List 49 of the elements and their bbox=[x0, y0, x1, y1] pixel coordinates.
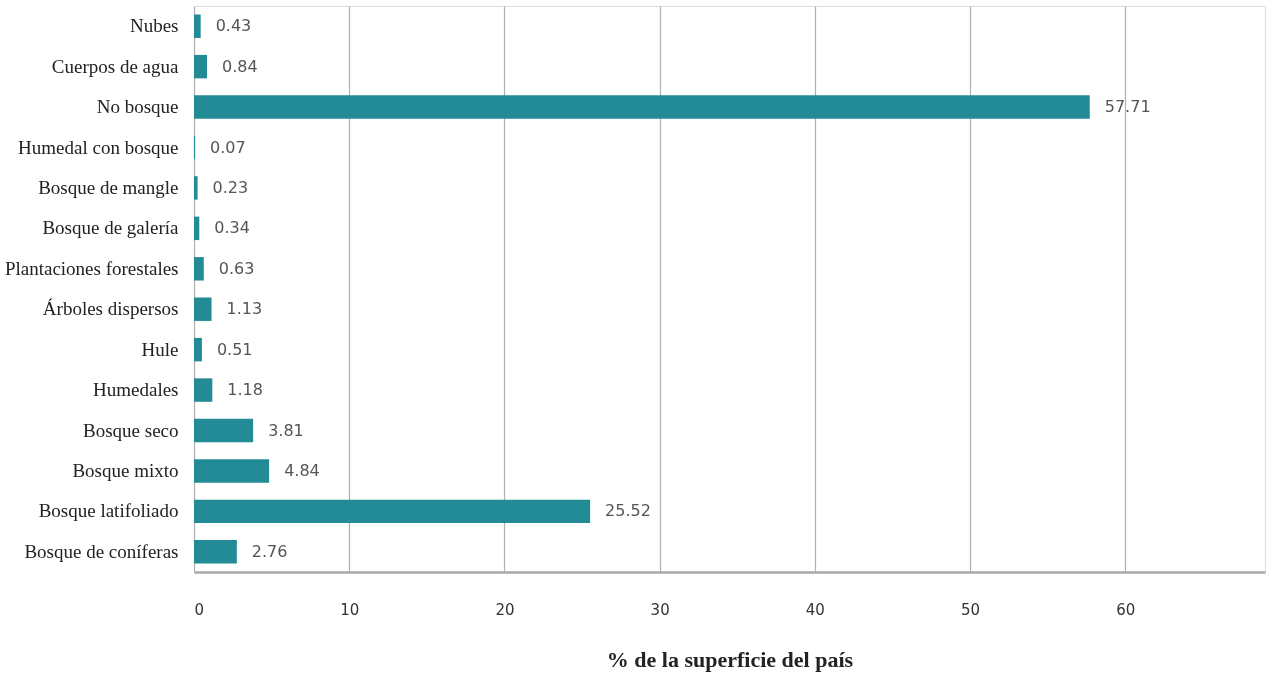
data-label: 1.13 bbox=[226, 299, 263, 319]
bar bbox=[194, 14, 201, 38]
bar bbox=[194, 216, 200, 241]
x-tick-label: 0 bbox=[194, 600, 205, 619]
bar bbox=[194, 540, 237, 564]
x-tick-label: 20 bbox=[495, 600, 515, 619]
data-label: 0.43 bbox=[215, 16, 252, 36]
data-label: 0.34 bbox=[214, 218, 250, 238]
data-label: 0.51 bbox=[216, 339, 253, 359]
data-label: 0.63 bbox=[218, 258, 255, 278]
x-tick-label: 10 bbox=[340, 600, 360, 619]
y-tick-label: Plantaciones forestales bbox=[4, 257, 179, 279]
y-tick-label: Hule bbox=[141, 338, 179, 360]
y-tick-label: Bosque de coníferas bbox=[24, 540, 179, 562]
y-tick-label: Bosque de galería bbox=[42, 217, 180, 239]
data-label: 0.84 bbox=[222, 56, 258, 76]
data-label: 4.84 bbox=[284, 460, 320, 480]
x-tick-label: 30 bbox=[650, 600, 670, 619]
bar bbox=[194, 337, 202, 362]
y-tick-label: Árboles dispersos bbox=[42, 298, 179, 320]
x-tick-label: 50 bbox=[961, 600, 981, 619]
y-tick-label: Humedal con bosque bbox=[18, 136, 179, 158]
y-tick-label: Bosque seco bbox=[82, 419, 179, 441]
y-tick-label: Bosque mixto bbox=[72, 459, 179, 481]
data-label: 2.76 bbox=[251, 541, 288, 561]
y-tick-label: Cuerpos de agua bbox=[51, 55, 180, 77]
data-label: 57.71 bbox=[1104, 97, 1151, 117]
bar bbox=[194, 378, 213, 402]
y-tick-label: No bosque bbox=[96, 96, 179, 118]
y-tick-label: Nubes bbox=[129, 15, 179, 37]
bar bbox=[194, 95, 1090, 119]
x-tick-label: 40 bbox=[805, 600, 825, 619]
data-label: 1.18 bbox=[227, 380, 263, 400]
bar bbox=[194, 54, 208, 79]
x-tick-label: 60 bbox=[1116, 600, 1136, 619]
y-tick-label: Bosque latifoliado bbox=[38, 500, 179, 522]
data-label: 0.07 bbox=[210, 137, 246, 157]
data-label: 0.23 bbox=[212, 177, 249, 197]
bar bbox=[194, 499, 591, 524]
bar bbox=[194, 176, 198, 200]
data-label: 25.52 bbox=[605, 501, 651, 521]
y-tick-label: Humedales bbox=[93, 379, 179, 401]
y-tick-label: Bosque de mangle bbox=[38, 176, 179, 198]
bar bbox=[194, 257, 204, 281]
bar bbox=[194, 418, 254, 443]
data-label: 3.81 bbox=[268, 420, 304, 440]
x-axis-title: % de la superficie del país bbox=[606, 646, 854, 672]
bar bbox=[194, 459, 270, 483]
bar bbox=[194, 297, 212, 321]
